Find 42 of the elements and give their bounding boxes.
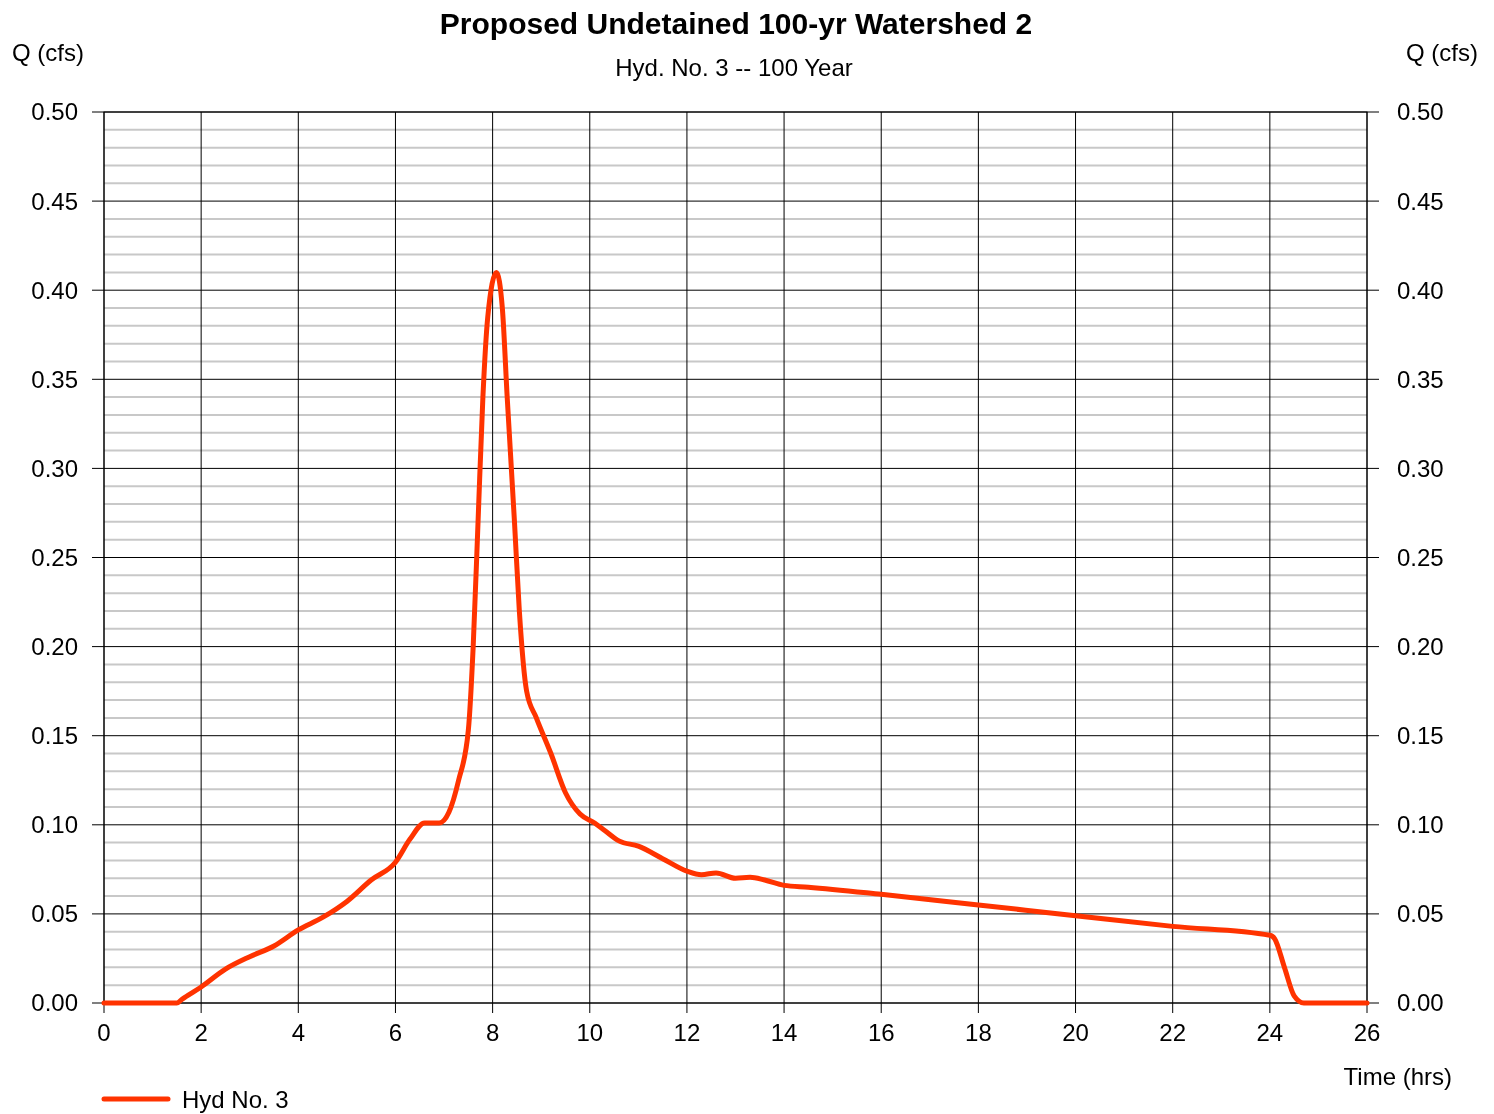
x-tick-label: 10 xyxy=(576,1019,604,1046)
x-tick-label: 4 xyxy=(291,1019,305,1046)
y-tick-label: 0.50 xyxy=(31,98,78,126)
y2-tick-label: 0.25 xyxy=(1397,543,1444,571)
x-tick-label: 0 xyxy=(97,1019,111,1046)
y-axis-title: Q (cfs) xyxy=(12,39,84,66)
y2-tick-label: 0.10 xyxy=(1397,811,1444,839)
chart-title: Proposed Undetained 100-yr Watershed 2 xyxy=(439,7,1033,40)
x-tick-label: 6 xyxy=(388,1019,403,1046)
y-tick-label: 0.25 xyxy=(31,543,78,571)
y2-tick-label: 0.45 xyxy=(1397,187,1444,215)
y-tick-label: 0.10 xyxy=(31,811,78,839)
x-tick-label: 24 xyxy=(1256,1019,1284,1046)
y2-tick-label: 0.30 xyxy=(1397,454,1444,482)
x-tick-label: 2 xyxy=(194,1019,208,1046)
y-tick-label: 0.45 xyxy=(31,187,78,215)
x-tick-label: 20 xyxy=(1062,1019,1089,1046)
y-tick-label: 0.05 xyxy=(31,900,78,928)
legend-label: Hyd No. 3 xyxy=(182,1086,289,1113)
x-tick-label: 14 xyxy=(770,1019,798,1046)
y2-tick-label: 0.50 xyxy=(1397,98,1444,126)
y-tick-label: 0.00 xyxy=(31,989,78,1017)
x-tick-label: 16 xyxy=(867,1019,895,1046)
y2-tick-label: 0.05 xyxy=(1397,900,1444,928)
y2-tick-label: 0.15 xyxy=(1397,722,1444,750)
y2-tick-label: 0.35 xyxy=(1397,365,1444,393)
y2-tick-label: 0.40 xyxy=(1397,276,1444,304)
x-tick-label: 8 xyxy=(485,1019,500,1046)
x-axis-title: Time (hrs) xyxy=(1343,1063,1452,1090)
x-tick-label: 12 xyxy=(673,1019,701,1046)
x-tick-label: 18 xyxy=(965,1019,992,1046)
y2-tick-label: 0.00 xyxy=(1397,989,1444,1017)
x-tick-label: 22 xyxy=(1159,1019,1187,1046)
y2-axis-title: Q (cfs) xyxy=(1406,39,1478,66)
y-tick-label: 0.20 xyxy=(31,633,78,660)
y-tick-label: 0.35 xyxy=(31,365,78,393)
y2-tick-label: 0.20 xyxy=(1397,633,1444,660)
x-tick-label: 26 xyxy=(1353,1019,1381,1046)
y-tick-label: 0.40 xyxy=(31,276,78,304)
y-tick-label: 0.30 xyxy=(31,454,78,482)
y-tick-label: 0.15 xyxy=(31,722,78,750)
chart-subtitle: Hyd. No. 3 -- 100 Year xyxy=(615,54,853,81)
